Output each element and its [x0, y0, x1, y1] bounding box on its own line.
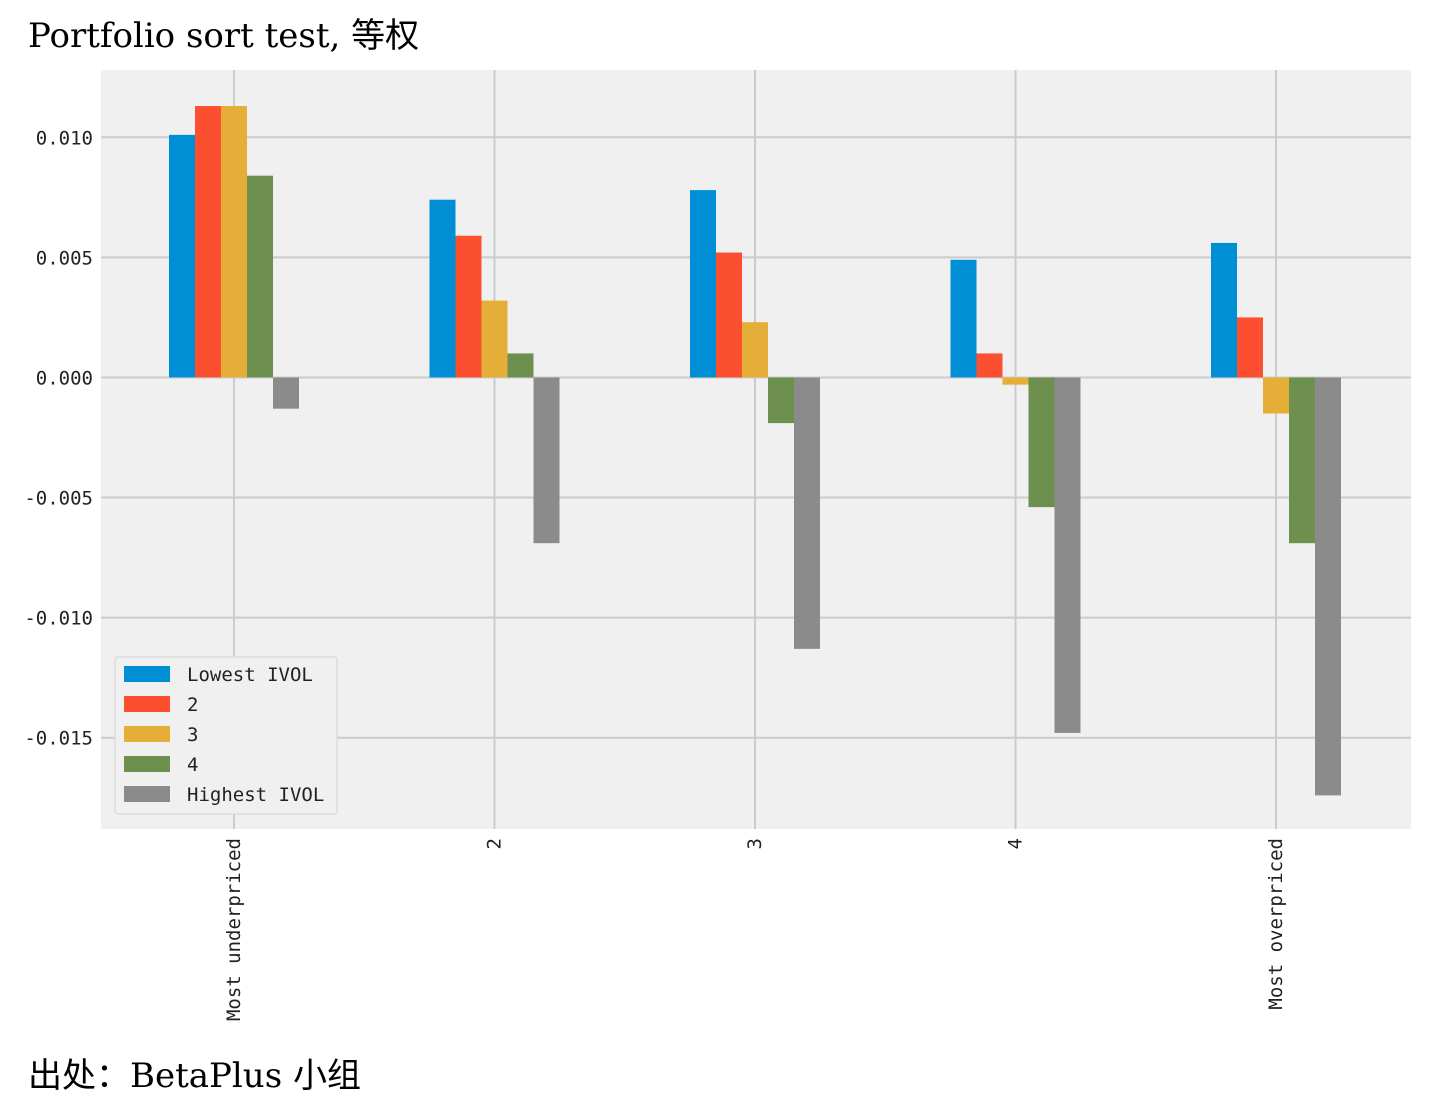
x-tick-label: 2 [484, 838, 506, 849]
source-caption: 出处：BetaPlus 小组 [28, 1056, 361, 1096]
legend-swatch [124, 726, 170, 742]
bar [169, 134, 195, 378]
bar [429, 199, 456, 378]
legend-swatch [124, 786, 170, 802]
bar [976, 353, 1003, 378]
bar [273, 377, 299, 409]
x-tick-label: Most overpriced [1265, 838, 1287, 1010]
legend-swatch [124, 666, 170, 682]
legend-label: Highest IVOL [187, 784, 324, 806]
bar [794, 377, 820, 649]
bar [1054, 377, 1081, 733]
bar [1211, 242, 1237, 378]
bar [481, 300, 508, 378]
x-tick-label: 3 [744, 838, 766, 849]
bar [690, 190, 716, 378]
y-tick-label: 0.010 [36, 127, 93, 149]
legend-box [114, 656, 338, 815]
y-tick-label: -0.010 [24, 608, 93, 630]
x-tick-label: 4 [1005, 838, 1027, 849]
x-tick-label: Most underpriced [223, 838, 245, 1021]
bar [716, 252, 742, 378]
bar [1237, 317, 1263, 378]
y-tick-label: -0.015 [24, 728, 93, 750]
bar [1002, 377, 1029, 385]
bars [169, 106, 1341, 796]
legend-label: 4 [187, 754, 198, 776]
legend-label: 3 [187, 724, 198, 746]
bar [221, 106, 247, 378]
legend: Lowest IVOL 2 3 4 Highest IVOL [114, 656, 338, 815]
legend-swatch [124, 696, 170, 712]
legend-label: Lowest IVOL [187, 664, 313, 686]
bar [950, 259, 977, 378]
y-tick-labels: 0.010 0.005 0.000 -0.005 -0.010 -0.015 [24, 127, 93, 749]
bar [742, 322, 768, 378]
bar [1289, 377, 1315, 544]
bar [507, 353, 534, 378]
bar [1315, 377, 1341, 796]
legend-label: 2 [187, 694, 198, 716]
bar [247, 175, 273, 378]
bar [195, 106, 221, 378]
bar [768, 377, 794, 424]
chart-title: Portfolio sort test, 等权 [28, 16, 420, 56]
bar [533, 377, 560, 544]
y-tick-label: 0.000 [36, 367, 93, 389]
x-tick-labels: Most underpriced 2 3 4 Most overpriced [223, 838, 1287, 1021]
y-tick-label: -0.005 [24, 488, 93, 510]
bar [1028, 377, 1055, 508]
y-tick-label: 0.005 [36, 247, 93, 269]
bar [455, 235, 482, 378]
bar [1263, 377, 1289, 414]
legend-swatch [124, 756, 170, 772]
